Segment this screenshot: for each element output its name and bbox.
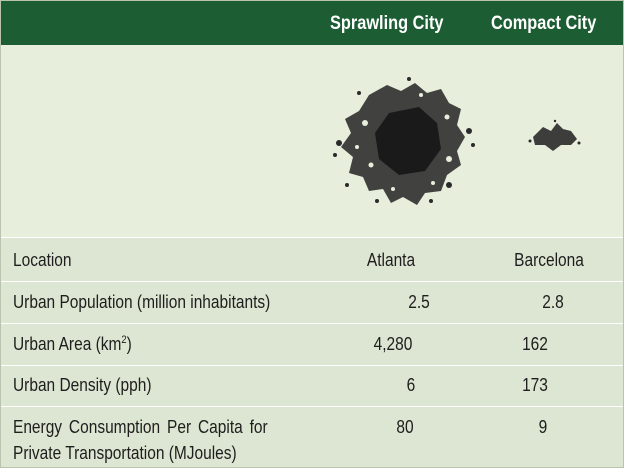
row-divider bbox=[1, 365, 623, 366]
value-atlanta-energy: 80 bbox=[396, 417, 414, 437]
row-label-urban-area: Urban Area (km2) bbox=[13, 334, 132, 354]
value-barcelona-population: 2.8 bbox=[542, 292, 564, 312]
atlanta-map bbox=[333, 77, 475, 205]
row-label-energy-line2: Private Transportation (MJoules) bbox=[13, 443, 237, 463]
header-sprawling-city: Sprawling City bbox=[330, 13, 444, 34]
row-divider bbox=[1, 237, 623, 238]
row-label-location: Location bbox=[13, 250, 72, 270]
superscript-two: 2 bbox=[121, 334, 127, 346]
value-atlanta-density: 6 bbox=[406, 375, 416, 395]
row-label-urban-population: Urban Population (million inhabitants) bbox=[13, 292, 271, 312]
row-label-urban-density: Urban Density (pph) bbox=[13, 375, 152, 395]
value-atlanta-population: 2.5 bbox=[408, 292, 430, 312]
value-atlanta-location: Atlanta bbox=[366, 250, 416, 270]
table-header: Sprawling City Compact City bbox=[1, 1, 623, 45]
value-barcelona-location: Barcelona bbox=[514, 250, 584, 270]
row-divider bbox=[1, 323, 623, 324]
barcelona-map bbox=[528, 119, 581, 151]
row-divider bbox=[1, 406, 623, 407]
row-divider bbox=[1, 281, 623, 282]
row-label-energy-line1: Energy Consumption Per Capita for bbox=[13, 417, 268, 437]
value-barcelona-energy: 9 bbox=[538, 417, 548, 437]
city-maps-row bbox=[1, 45, 623, 237]
value-atlanta-area: 4,280 bbox=[373, 334, 413, 354]
header-compact-city: Compact City bbox=[491, 13, 597, 34]
value-barcelona-area: 162 bbox=[522, 334, 548, 354]
value-barcelona-density: 173 bbox=[522, 375, 548, 395]
